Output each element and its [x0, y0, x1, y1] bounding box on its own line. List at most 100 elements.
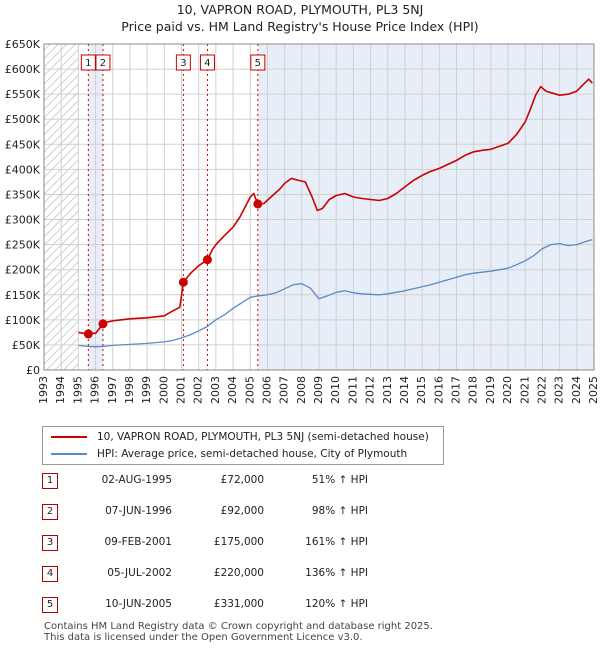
sale-label-box — [95, 54, 111, 71]
x-tick-label: 2003 — [209, 376, 222, 404]
legend-item-property: 10, VAPRON ROAD, PLYMOUTH, PL3 5NJ (semi… — [51, 429, 429, 445]
y-tick-label: £250K — [5, 239, 41, 252]
x-tick-label: 1995 — [71, 376, 84, 404]
sale-point — [202, 255, 212, 265]
x-tick-label: 2018 — [467, 376, 480, 404]
x-tick-label: 1997 — [106, 376, 119, 404]
y-tick-label: £350K — [5, 188, 41, 201]
x-tick-label: 2007 — [278, 376, 291, 404]
footer-attribution: Contains HM Land Registry data © Crown c… — [44, 621, 433, 643]
sale-number-badge: 5 — [42, 597, 58, 613]
x-tick-label: 2004 — [226, 376, 239, 404]
y-tick-label: £100K — [5, 314, 41, 327]
shaded-region — [257, 44, 594, 370]
sale-point — [253, 199, 263, 209]
sale-hpi-change: 98% ↑ HPI — [311, 505, 368, 517]
sale-date: 02-AUG-1995 — [101, 474, 172, 486]
x-tick-label: 2010 — [329, 376, 342, 404]
sale-number-badge: 3 — [42, 535, 58, 551]
y-tick-label: £600K — [5, 63, 41, 76]
x-tick-label: 2001 — [175, 376, 188, 404]
plot-frame — [43, 43, 595, 371]
legend-label-property: 10, VAPRON ROAD, PLYMOUTH, PL3 5NJ (semi… — [97, 431, 429, 443]
sale-hpi-change: 136% ↑ HPI — [305, 567, 368, 579]
y-tick-label: £150K — [5, 289, 41, 302]
price-chart: £0 £50K £100K £150K £200K £250K £300K £350K £400… — [5, 38, 600, 404]
legend-swatch-hpi — [51, 453, 87, 455]
y-tick-label: £50K — [12, 339, 41, 352]
table-row: 5 10-JUN-2005 £331,000 120% ↑ HPI — [42, 596, 402, 614]
table-row: 1 02-AUG-1995 £72,000 51% ↑ HPI — [42, 472, 402, 490]
sale-label: 1 — [85, 58, 91, 69]
property-price-line — [78, 78, 593, 335]
y-tick-label: £0 — [26, 364, 40, 377]
x-tick-label: 1994 — [54, 376, 67, 404]
x-tick-label: 2017 — [450, 376, 463, 404]
sale-hpi-change: 51% ↑ HPI — [311, 474, 368, 486]
x-tick-label: 2021 — [518, 376, 531, 404]
x-tick-label: 2008 — [295, 376, 308, 404]
x-tick-label: 2009 — [312, 376, 325, 404]
sale-point — [83, 329, 93, 339]
hpi-line — [78, 238, 593, 348]
x-tick-label: 2020 — [501, 376, 514, 404]
y-tick-label: £650K — [5, 38, 41, 51]
x-tick-label: 2015 — [415, 376, 428, 404]
sale-label: 3 — [180, 58, 186, 69]
sale-label-box — [80, 54, 96, 71]
chart-title-address: 10, VAPRON ROAD, PLYMOUTH, PL3 5NJ — [176, 2, 424, 17]
chart-legend: 10, VAPRON ROAD, PLYMOUTH, PL3 5NJ (semi… — [42, 426, 444, 465]
x-tick-label: 1998 — [123, 376, 136, 404]
table-row: 3 09-FEB-2001 £175,000 161% ↑ HPI — [42, 534, 402, 552]
chart-title-subtitle: Price paid vs. HM Land Registry's House … — [121, 19, 479, 34]
sale-point — [98, 319, 108, 329]
x-tick-label: 2014 — [398, 376, 411, 404]
legend-item-hpi: HPI: Average price, semi-detached house,… — [51, 446, 407, 462]
x-tick-label: 2000 — [157, 376, 170, 404]
table-row: 2 07-JUN-1996 £92,000 98% ↑ HPI — [42, 503, 402, 521]
x-tick-label: 2002 — [192, 376, 205, 404]
footer-copyright: Contains HM Land Registry data © Crown c… — [44, 621, 433, 632]
x-tick-label: 2011 — [346, 376, 359, 404]
y-tick-label: £200K — [5, 264, 41, 277]
sale-label: 5 — [255, 58, 261, 69]
sale-date: 09-FEB-2001 — [104, 536, 172, 548]
x-tick-label: 2016 — [432, 376, 445, 404]
x-tick-label: 2005 — [243, 376, 256, 404]
sale-price: £175,000 — [213, 536, 264, 548]
y-tick-label: £500K — [5, 113, 41, 126]
sale-number-badge: 4 — [42, 566, 58, 582]
y-tick-label: £400K — [5, 163, 41, 176]
x-tick-label: 1999 — [140, 376, 153, 404]
sale-date: 07-JUN-1996 — [105, 505, 172, 517]
legend-swatch-property — [51, 436, 87, 438]
x-tick-label: 2023 — [553, 376, 566, 404]
x-tick-label: 1996 — [89, 376, 102, 404]
sale-label-box — [175, 54, 191, 71]
y-tick-label: £450K — [5, 138, 41, 151]
y-tick-label: £550K — [5, 88, 41, 101]
sale-price: £92,000 — [220, 505, 264, 517]
sale-point — [178, 277, 188, 287]
sale-date: 05-JUL-2002 — [107, 567, 172, 579]
sale-number-badge: 1 — [42, 473, 58, 489]
footer-licence: This data is licensed under the Open Gov… — [44, 632, 363, 643]
legend-label-hpi: HPI: Average price, semi-detached house,… — [97, 448, 408, 460]
sale-label: 4 — [204, 58, 210, 69]
sale-label-box — [250, 54, 266, 71]
x-tick-label: 2012 — [364, 376, 377, 404]
x-tick-label: 2006 — [260, 376, 273, 404]
sale-date: 10-JUN-2005 — [105, 598, 172, 610]
sale-price: £72,000 — [220, 474, 264, 486]
x-tick-label: 1993 — [37, 376, 50, 404]
sale-price: £331,000 — [213, 598, 264, 610]
x-tick-label: 2013 — [381, 376, 394, 404]
sale-price: £220,000 — [213, 567, 264, 579]
table-row: 4 05-JUL-2002 £220,000 136% ↑ HPI — [42, 565, 402, 583]
y-tick-label: £300K — [5, 214, 41, 227]
x-tick-label: 2024 — [570, 376, 583, 404]
sale-hpi-change: 120% ↑ HPI — [305, 598, 368, 610]
x-tick-label: 2019 — [484, 376, 497, 404]
sale-number-badge: 2 — [42, 504, 58, 520]
sale-label: 2 — [100, 58, 106, 69]
